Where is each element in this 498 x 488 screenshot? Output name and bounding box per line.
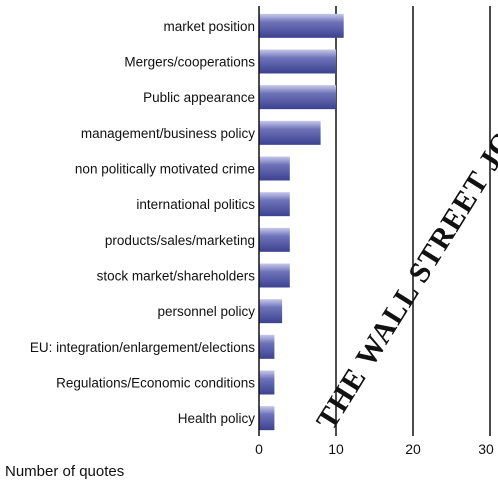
bar	[259, 49, 336, 74]
bar	[259, 370, 275, 395]
bar	[259, 192, 290, 217]
x-tick-label: 10	[328, 441, 344, 457]
x-tick-label: 0	[255, 441, 263, 457]
bar	[259, 334, 275, 359]
bar	[259, 263, 290, 288]
category-label: stock market/shareholders	[97, 269, 256, 284]
bar	[259, 120, 321, 145]
gridlines	[335, 6, 491, 436]
x-axis-title: Number of quotes	[5, 463, 124, 480]
category-label: international politics	[136, 197, 255, 212]
bar	[259, 299, 283, 324]
bar	[259, 227, 290, 252]
category-label: non politically motivated crime	[75, 162, 255, 177]
category-label: Mergers/cooperations	[124, 55, 255, 70]
category-label: products/sales/marketing	[105, 233, 255, 248]
x-tick-label: 20	[405, 441, 421, 457]
category-label: EU: integration/enlargement/elections	[30, 340, 255, 355]
x-tick-labels: 0 10 20 30	[255, 441, 494, 457]
category-label: management/business policy	[81, 126, 255, 141]
bar	[259, 85, 336, 110]
category-labels: market position Mergers/cooperations Publi…	[30, 19, 255, 426]
category-label: personnel policy	[157, 304, 255, 319]
bars-group	[259, 13, 344, 431]
watermark-logo: THE WALL STREET JOURNAL	[310, 30, 498, 436]
category-label: Health policy	[178, 411, 256, 426]
bar	[259, 13, 344, 38]
category-label: market position	[163, 19, 255, 34]
bar	[259, 406, 275, 431]
category-label: Regulations/Economic conditions	[56, 376, 255, 391]
category-label: Public appearance	[143, 90, 255, 105]
bar	[259, 156, 290, 181]
x-tick-label: 30	[478, 441, 494, 457]
